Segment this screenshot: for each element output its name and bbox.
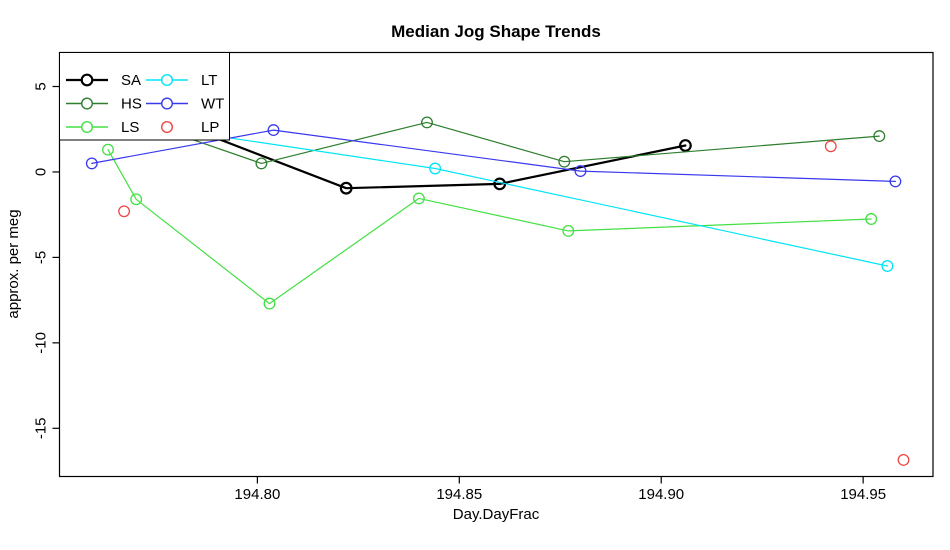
legend-label-SA: SA	[121, 72, 141, 89]
legend-label-LT: LT	[201, 72, 217, 89]
legend-sample-point-SA	[80, 73, 94, 87]
series-point-LS	[130, 193, 143, 206]
series-line-HS	[172, 121, 880, 164]
plot-area: 194.80 194.85 194.90 194.95 5 0 -5 -10 -15	[33, 51, 934, 503]
series-point-LS	[865, 213, 878, 225]
series-point-WT	[574, 165, 587, 178]
legend-label-LP: LP	[201, 119, 219, 136]
series-point-LS	[412, 192, 425, 205]
series-point-WT	[889, 175, 902, 188]
series-point-WT	[85, 157, 98, 170]
series-line-SA	[187, 126, 687, 190]
series-point-SA	[679, 139, 692, 152]
y-axis-tick-label: 0	[33, 168, 50, 176]
y-axis-label: approx. per meg	[5, 209, 22, 318]
series-point-HS	[421, 116, 433, 129]
series-point-HS	[873, 130, 886, 143]
y-axis-tick-label: 5	[33, 82, 50, 90]
legend-label-HS: HS	[121, 96, 142, 113]
series-point-HS	[255, 157, 268, 170]
legend-sample-point-HS	[80, 97, 93, 110]
series-line-WT	[91, 129, 897, 182]
legend-sample-point-LP	[160, 120, 173, 133]
legend-label-WT: WT	[201, 96, 224, 113]
y-axis-tick-label: -10	[33, 332, 50, 354]
legend: SA HS LS LT WT LP	[59, 52, 230, 141]
series-point-LP	[897, 453, 910, 466]
series-point-WT	[267, 124, 280, 137]
series-point-LP	[118, 205, 131, 218]
series-point-LS	[102, 143, 114, 156]
legend-sample-point-LT	[160, 73, 173, 86]
series-point-HS	[558, 155, 571, 168]
series-point-LT	[429, 162, 442, 175]
x-axis-label: Day.DayFrac	[453, 506, 540, 523]
chart-title: Median Jog Shape Trends	[391, 22, 601, 41]
legend-label-LS: LS	[121, 119, 139, 136]
series-point-LP	[824, 140, 837, 153]
x-axis-tick-label: 194.80	[234, 486, 280, 503]
series-line-LT	[188, 131, 889, 267]
series-point-SA	[339, 181, 353, 195]
y-axis-tick-label: -5	[33, 251, 50, 264]
series-point-LS	[562, 224, 575, 237]
series-point-LT	[881, 260, 894, 272]
y-axis-tick-label: -15	[33, 417, 50, 439]
series-line-LS	[107, 149, 872, 305]
legend-sample-point-LS	[80, 120, 93, 133]
plot-border	[58, 51, 934, 478]
series-point-LS	[263, 297, 276, 310]
x-axis-tick-label: 194.85	[436, 486, 482, 503]
x-axis-tick-label: 194.90	[638, 486, 684, 503]
legend-sample-point-WT	[160, 97, 173, 110]
x-axis-tick-label: 194.95	[840, 486, 886, 503]
